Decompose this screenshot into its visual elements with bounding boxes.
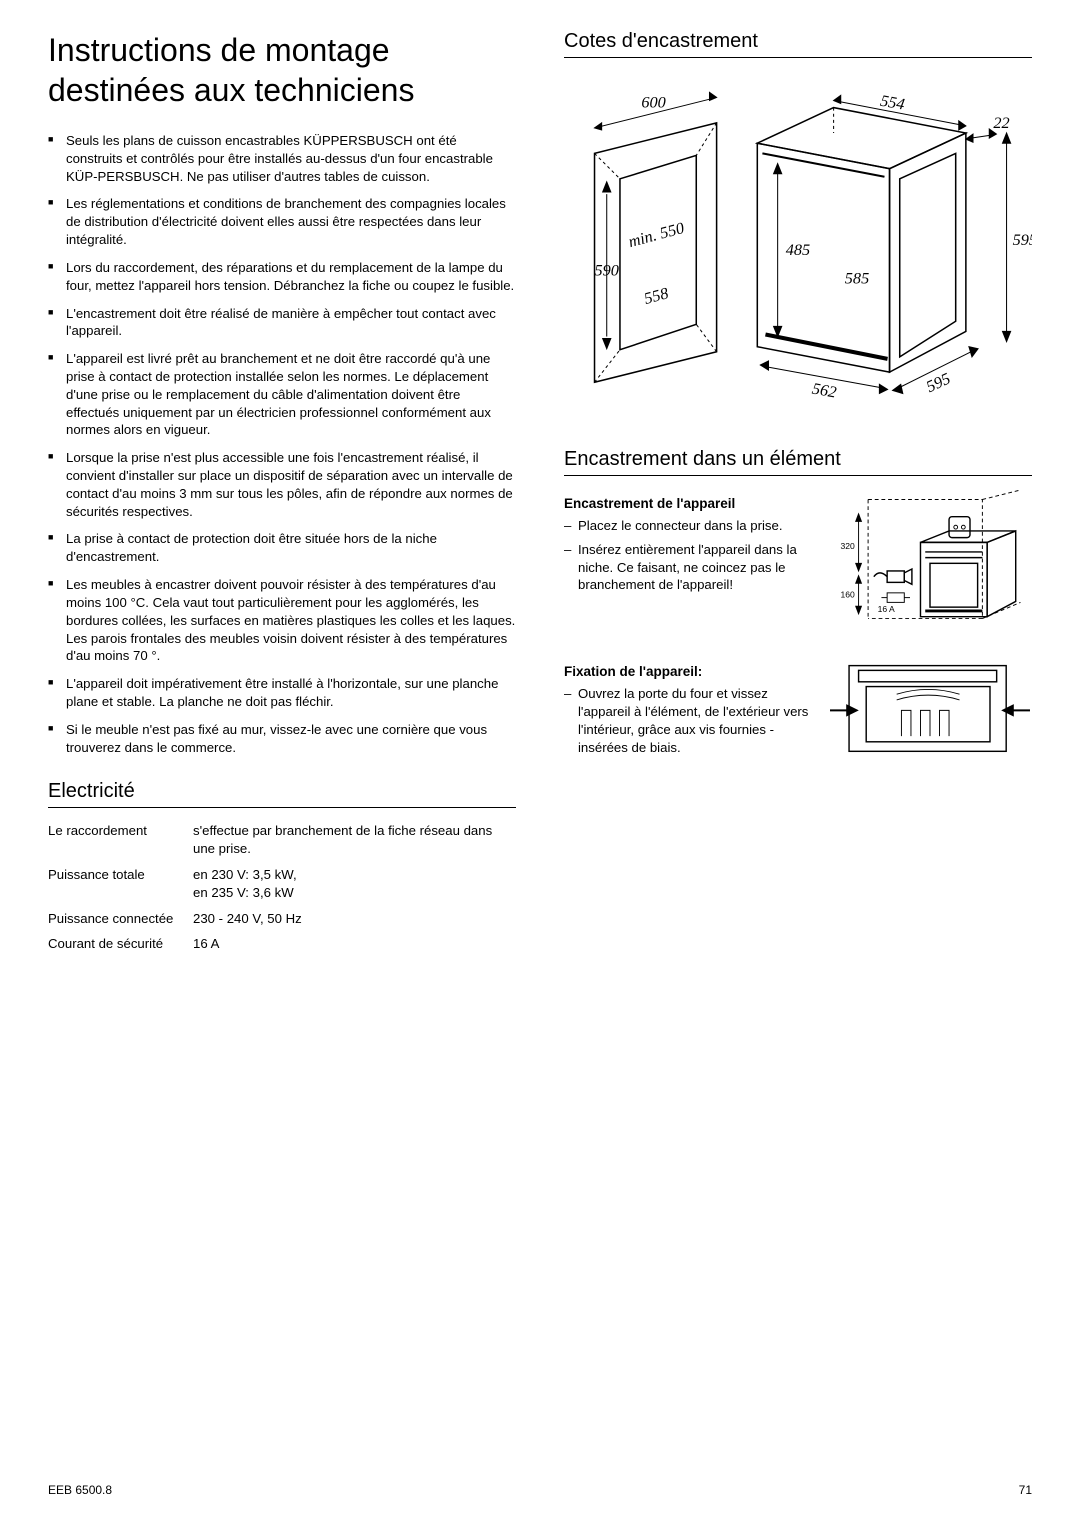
dim-562: 562 xyxy=(811,380,838,402)
bullet-item: Lorsque la prise n'est plus accessible u… xyxy=(48,449,516,520)
dim-485: 485 xyxy=(786,241,810,259)
dim-160: 160 xyxy=(841,590,856,600)
footer-model: EEB 6500.8 xyxy=(48,1483,112,1497)
dimension-diagram-svg: 600 590 min. 550 558 xyxy=(564,72,1032,418)
bullet-item: L'appareil doit impérativement être inst… xyxy=(48,675,516,711)
insert-diagram: 320 160 16 A xyxy=(829,490,1032,642)
encastrement-appareil-heading: Encastrement de l'appareil xyxy=(564,496,817,511)
dash-item: Placez le connecteur dans la prise. xyxy=(564,517,817,535)
spec-row: Courant de sécurité 16 A xyxy=(48,935,516,953)
dim-595: 595 xyxy=(1013,231,1032,249)
encastrement-appareil-list: Placez le connecteur dans la prise. Insé… xyxy=(564,517,817,594)
bullet-item: Lors du raccordement, des réparations et… xyxy=(48,259,516,295)
page-title: Instructions de montage destinées aux te… xyxy=(48,30,516,110)
footer-page-number: 71 xyxy=(1019,1483,1032,1497)
spec-value: 230 - 240 V, 50 Hz xyxy=(193,910,516,928)
dim-585: 585 xyxy=(845,270,869,288)
dim-320: 320 xyxy=(841,541,856,551)
electricite-heading: Electricité xyxy=(48,780,516,808)
bullet-item: L'appareil est livré prêt au branchement… xyxy=(48,350,516,439)
cotes-diagram: 600 590 min. 550 558 xyxy=(564,72,1032,418)
dim-558: 558 xyxy=(642,284,670,308)
fixation-list: Ouvrez la porte du four et vissez l'appa… xyxy=(564,685,817,756)
spec-label: Courant de sécurité xyxy=(48,935,193,953)
page-footer: EEB 6500.8 71 xyxy=(48,1483,1032,1497)
spec-row: Le raccordement s'effectue par brancheme… xyxy=(48,822,516,858)
spec-label: Puissance totale xyxy=(48,866,193,902)
spec-table: Le raccordement s'effectue par brancheme… xyxy=(48,822,516,953)
spec-value: 16 A xyxy=(193,935,516,953)
spec-row: Puissance totale en 230 V: 3,5 kW, en 23… xyxy=(48,866,516,902)
bullet-item: Seuls les plans de cuisson encastrables … xyxy=(48,132,516,185)
spec-value: en 230 V: 3,5 kW, en 235 V: 3,6 kW xyxy=(193,866,516,902)
dim-min550: min. 550 xyxy=(626,219,686,251)
bullet-item: Les réglementations et conditions de bra… xyxy=(48,195,516,248)
fixation-heading: Fixation de l'appareil: xyxy=(564,664,817,679)
cotes-heading: Cotes d'encastrement xyxy=(564,30,1032,58)
spec-label: Le raccordement xyxy=(48,822,193,858)
encastrement-heading: Encastrement dans un élément xyxy=(564,448,1032,476)
bullet-item: L'encastrement doit être réalisé de mani… xyxy=(48,305,516,341)
dash-item: Ouvrez la porte du four et vissez l'appa… xyxy=(564,685,817,756)
dim-590: 590 xyxy=(595,261,619,279)
dash-item: Insérez entièrement l'appareil dans la n… xyxy=(564,541,817,594)
dim-16a: 16 A xyxy=(878,604,895,614)
spec-label: Puissance connectée xyxy=(48,910,193,928)
instruction-bullets: Seuls les plans de cuisson encastrables … xyxy=(48,132,516,756)
bullet-item: Si le meuble n'est pas fixé au mur, viss… xyxy=(48,721,516,757)
dim-600: 600 xyxy=(641,94,665,112)
bullet-item: Les meubles à encastrer doivent pouvoir … xyxy=(48,576,516,665)
fixation-diagram-svg xyxy=(830,658,1030,763)
spec-row: Puissance connectée 230 - 240 V, 50 Hz xyxy=(48,910,516,928)
spec-value: s'effectue par branchement de la fiche r… xyxy=(193,822,516,858)
fixation-diagram xyxy=(829,658,1032,763)
insert-diagram-svg: 320 160 16 A xyxy=(830,490,1030,642)
bullet-item: La prise à contact de protection doit êt… xyxy=(48,530,516,566)
dim-22: 22 xyxy=(993,114,1009,132)
